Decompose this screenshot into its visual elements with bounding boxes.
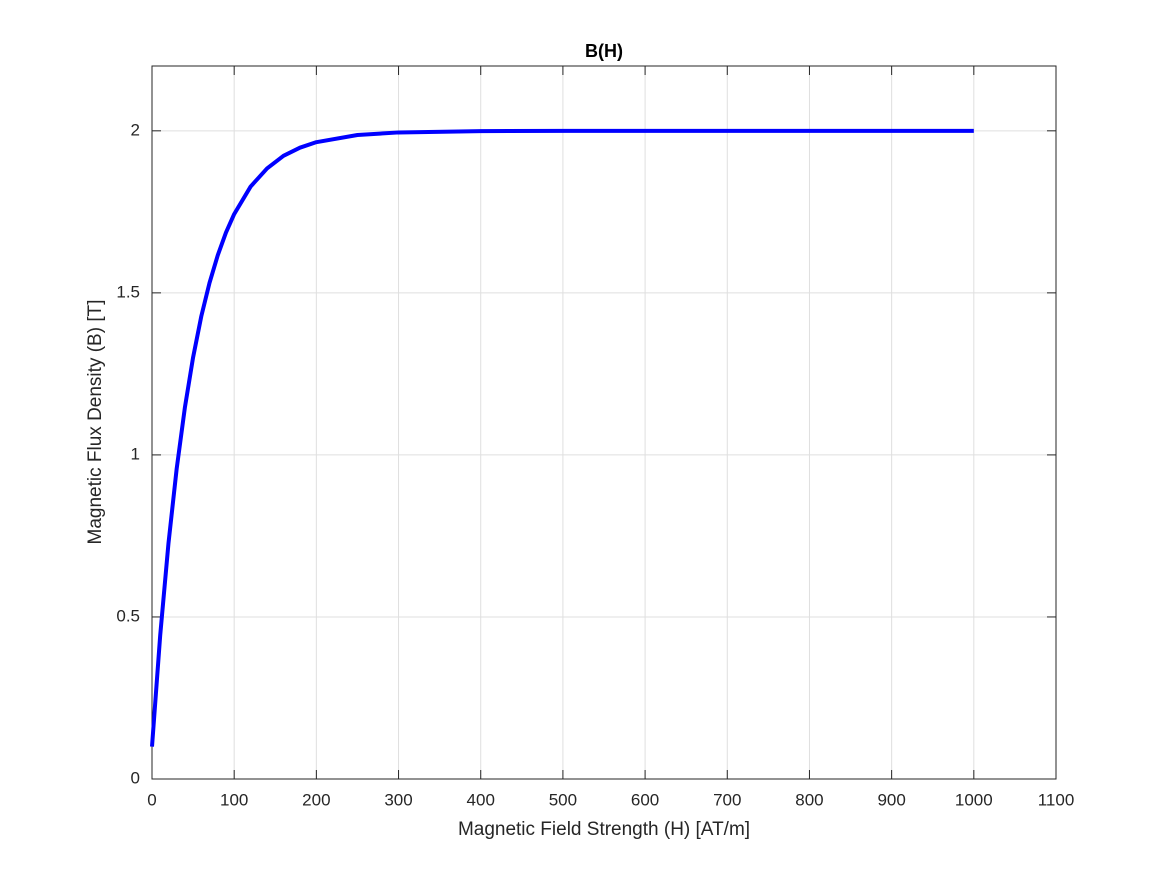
x-axis-label: Magnetic Field Strength (H) [AT/m]	[458, 819, 750, 840]
y-tick-label: 1	[131, 444, 140, 463]
x-tick-label: 700	[713, 790, 741, 809]
y-tick-label: 0.5	[116, 606, 140, 625]
x-tick-label: 600	[631, 790, 659, 809]
x-tick-label: 1100	[1038, 790, 1075, 809]
y-tick-label: 0	[131, 768, 140, 787]
x-tick-label: 800	[795, 790, 823, 809]
data-line	[150, 128, 974, 747]
y-tick-label: 2	[131, 120, 140, 139]
x-tick-label: 500	[549, 790, 577, 809]
x-tick-label: 200	[302, 790, 330, 809]
x-tick-label: 100	[220, 790, 248, 809]
x-tick-label: 300	[384, 790, 412, 809]
x-tick-label: 400	[467, 790, 495, 809]
axes-box	[151, 65, 1057, 780]
chart-title: B(H)	[585, 41, 623, 61]
y-axis-label: Magnetic Flux Density (B) [T]	[85, 300, 106, 545]
grid-layer	[151, 66, 1057, 780]
y-tick-label: 1.5	[116, 282, 140, 301]
x-tick-label: 0	[147, 790, 156, 809]
x-tick-label: 900	[877, 790, 905, 809]
x-tick-label: 1000	[955, 790, 993, 809]
